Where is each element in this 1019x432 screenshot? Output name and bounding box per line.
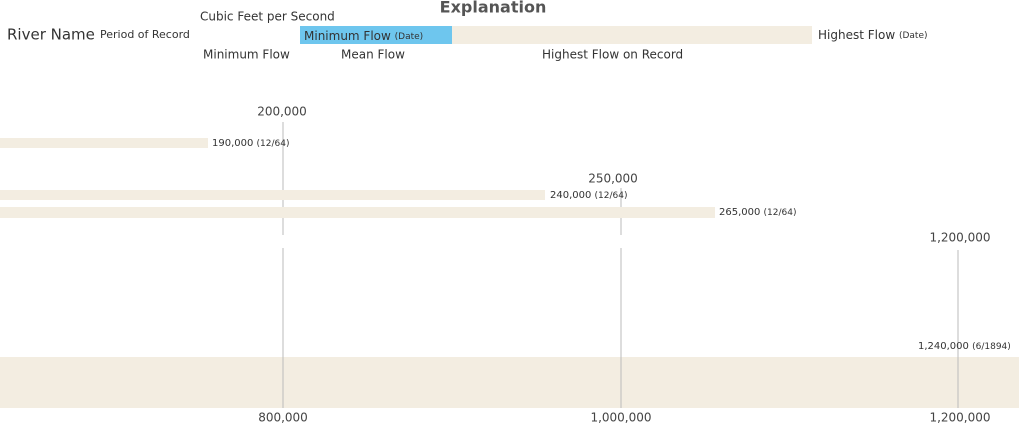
flow-bar [0, 207, 715, 218]
min-flow-label: Minimum Flow [203, 48, 290, 62]
axis-label: 800,000 [258, 411, 308, 425]
legend-high-date: (Date) [899, 31, 928, 41]
bar-value: 240,000 [550, 190, 591, 201]
scale-label: 1,200,000 [929, 231, 990, 245]
bar-value: 190,000 [212, 138, 253, 149]
bar-date: (6/1894) [972, 342, 1011, 352]
flow-bar [0, 357, 1019, 408]
legend-min-date: (Date) [395, 32, 424, 42]
bar-value: 1,240,000 [918, 341, 969, 352]
legend-high-flow: Highest Flow (Date) [818, 28, 928, 42]
axis-label: 1,000,000 [590, 411, 651, 425]
legend-high-bar [452, 26, 812, 44]
period-label: Period of Record [100, 28, 190, 41]
bar-date: (12/64) [764, 208, 797, 218]
flow-bar [0, 138, 208, 148]
river-name: River Name [7, 26, 95, 44]
bar-label: 265,000 (12/64) [719, 207, 797, 218]
bar-label: 1,240,000 (6/1894) [918, 341, 1011, 352]
bar-date: (12/64) [257, 139, 290, 149]
highest-record-label: Highest Flow on Record [542, 48, 683, 62]
axis-label: 1,200,000 [929, 411, 990, 425]
bar-date: (12/64) [595, 191, 628, 201]
scale-label: 200,000 [257, 105, 307, 119]
scale-label: 250,000 [588, 172, 638, 186]
bar-label: 190,000 (12/64) [212, 138, 290, 149]
mean-flow-label: Mean Flow [341, 48, 405, 62]
legend-min-bar [300, 26, 452, 44]
explanation-title: Explanation [440, 0, 547, 17]
legend-min-text: Minimum Flow [304, 29, 391, 43]
legend-min-flow: Minimum Flow (Date) [304, 29, 423, 43]
bar-label: 240,000 (12/64) [550, 190, 628, 201]
bar-value: 265,000 [719, 207, 760, 218]
legend-high-text: Highest Flow [818, 28, 895, 42]
unit-label: Cubic Feet per Second [200, 10, 335, 24]
flow-bar [0, 190, 545, 200]
